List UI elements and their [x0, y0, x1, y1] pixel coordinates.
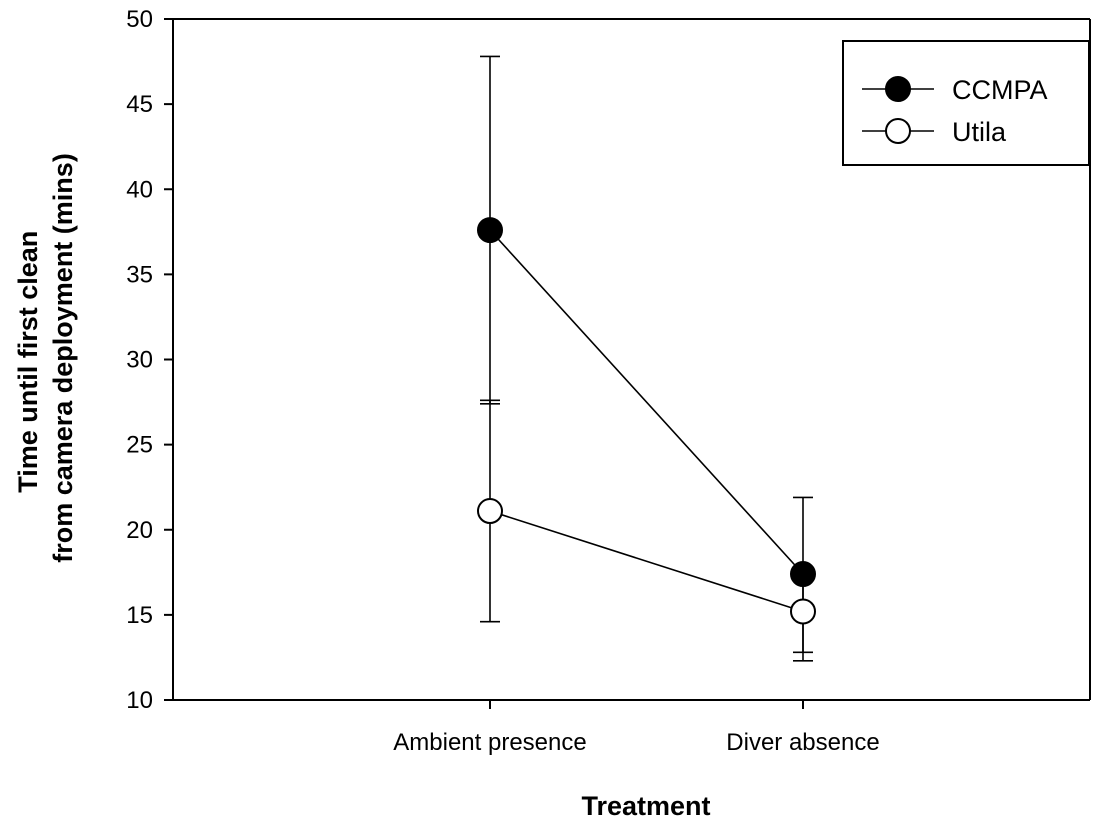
y-tick-label: 35 [126, 261, 153, 288]
data-point [477, 498, 503, 525]
data-point [477, 217, 503, 244]
y-tick-label: 15 [126, 602, 153, 629]
y-tick-label: 20 [126, 517, 153, 544]
y-tick-label: 40 [126, 176, 153, 203]
y-tick-label: 10 [126, 687, 153, 714]
legend-items: CCMPA Utila [862, 75, 1048, 147]
legend-box [842, 40, 1090, 166]
y-axis-title: Time until first clean from camera deplo… [13, 153, 78, 563]
legend: CCMPA Utila [842, 40, 1090, 166]
series-line [489, 229, 804, 575]
y-tick-label: 25 [126, 432, 153, 459]
y-tick-label: 50 [126, 6, 153, 33]
series-ccmpa [477, 55, 816, 654]
y-tick-label: 30 [126, 347, 153, 374]
series-layer [477, 55, 816, 662]
legend-marker [885, 76, 911, 102]
x-axis-title: Treatment [581, 791, 710, 820]
legend-label: Utila [952, 117, 1007, 147]
x-tick-label: Ambient presence [393, 729, 586, 756]
legend-label: CCMPA [952, 75, 1048, 105]
x-tick-label: Diver absence [726, 729, 879, 756]
legend-marker [885, 118, 911, 144]
y-tick-label: 45 [126, 91, 153, 118]
y-ticks: 10 15 20 25 30 35 40 45 50 [126, 6, 173, 714]
x-ticks: Ambient presence Diver absence [393, 700, 880, 756]
series-line [489, 510, 804, 613]
y-axis-title-line-1: Time until first clean [13, 231, 43, 493]
series-utila [477, 399, 816, 662]
y-axis-title-line-2: from camera deployment (mins) [48, 153, 78, 563]
data-point [790, 598, 816, 625]
